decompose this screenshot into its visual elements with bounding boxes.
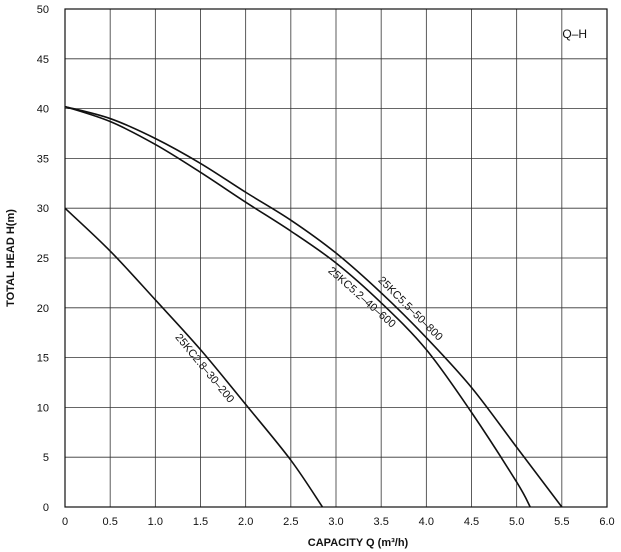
y-tick-label: 45	[37, 54, 49, 66]
y-tick-label: 25	[37, 253, 49, 265]
x-tick-label: 1.5	[193, 516, 208, 528]
plot-frame	[64, 8, 608, 508]
curve-line	[64, 105, 563, 508]
chart-tag: Q–H	[562, 27, 587, 41]
x-tick-label: 3.5	[374, 516, 389, 528]
curves	[64, 105, 563, 508]
grid	[65, 9, 607, 507]
y-tick-label: 0	[43, 502, 49, 514]
x-tick-label: 6.0	[599, 516, 614, 528]
x-tick-label: 0.5	[103, 516, 118, 528]
curve-line	[64, 105, 531, 508]
x-tick-label: 4.0	[419, 516, 434, 528]
x-tick-label: 5.5	[554, 516, 569, 528]
y-tick-label: 30	[37, 203, 49, 215]
x-tick-label: 2.0	[238, 516, 253, 528]
x-tick-label: 3.0	[328, 516, 343, 528]
y-tick-labels: 0 5 10 15 20 25 30 35 40 45 50	[37, 4, 49, 514]
x-axis-label: CAPACITY Q (m³/h)	[308, 537, 409, 549]
x-tick-label: 4.5	[464, 516, 479, 528]
y-tick-label: 40	[37, 104, 49, 116]
y-tick-label: 10	[37, 402, 49, 414]
x-tick-label: 0	[62, 516, 68, 528]
y-axis-label: TOTAL HEAD H(m)	[5, 209, 17, 307]
y-tick-label: 5	[43, 452, 49, 464]
y-tick-label: 50	[37, 4, 49, 16]
y-tick-label: 15	[37, 353, 49, 365]
y-tick-label: 20	[37, 303, 49, 315]
x-tick-label: 5.0	[509, 516, 524, 528]
y-tick-label: 35	[37, 153, 49, 165]
x-tick-labels: 0 0.5 1.0 1.5 2.0 2.5 3.0 3.5 4.0 4.5 5.0 5.5 6.0	[62, 516, 615, 528]
curve-line	[64, 207, 324, 508]
x-tick-label: 2.5	[283, 516, 298, 528]
x-tick-label: 1.0	[148, 516, 163, 528]
